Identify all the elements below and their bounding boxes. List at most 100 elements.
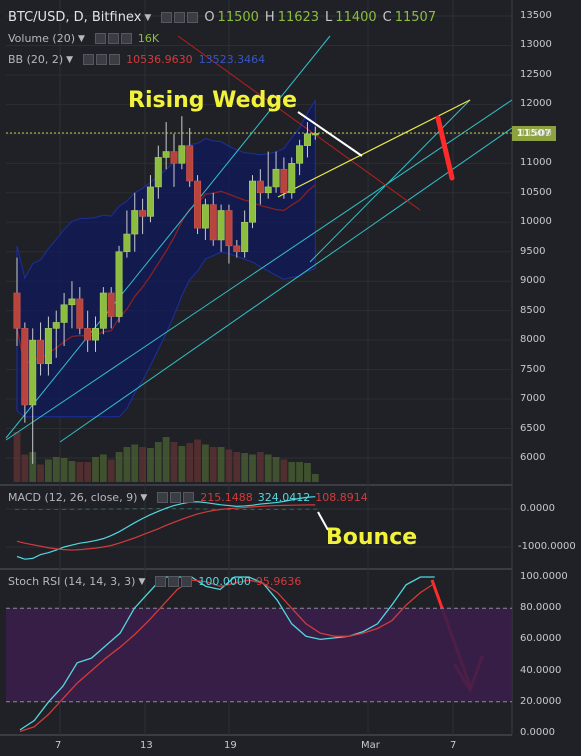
volume-bar (131, 444, 139, 482)
macd-histogram-bar (132, 508, 137, 510)
price-tick-label: 12000 (520, 98, 552, 110)
macd-histogram-bar (109, 508, 114, 510)
macd-histogram-bar (101, 508, 106, 510)
stoch-tick-label: 80.0000 (520, 602, 562, 614)
volume-bar (92, 457, 99, 482)
date-tick-label: 19 (224, 740, 237, 751)
macd-histogram-bar (289, 508, 294, 510)
high-value: 11623 (277, 10, 320, 25)
stoch-legend-buttons[interactable] (155, 576, 193, 587)
bb-legend: BB (20, 2) ▼ 10536.9630 13523.3464 (8, 53, 265, 66)
stoch-tick-label: 0.0000 (520, 727, 555, 738)
candle-body (146, 186, 154, 217)
macd-signal-line (16, 504, 316, 551)
macd-dropdown-icon[interactable]: ▼ (140, 492, 148, 503)
volume-bar (162, 437, 170, 482)
macd-histogram-bar (69, 508, 74, 510)
candle-body (99, 292, 107, 329)
volume-bar (178, 446, 186, 482)
volume-legend: Volume (20) ▼ 16K (8, 32, 159, 45)
volume-bar (52, 457, 60, 482)
macd-legend: MACD (12, 26, close, 9) ▼ 215.1488 324.0… (8, 491, 368, 504)
channel-upper-line (5, 35, 331, 439)
macd-histogram-bar (46, 509, 51, 510)
open-value: 11500 (217, 10, 259, 25)
candle-body (92, 328, 100, 341)
price-tick-label: 8000 (520, 334, 546, 346)
low-value: 11400 (335, 10, 377, 25)
volume-bar (280, 459, 288, 482)
volume-bar (304, 463, 311, 482)
candle-body (280, 168, 288, 194)
volume-bar (311, 474, 319, 482)
macd-histogram-bar (242, 508, 247, 510)
open-label: O (204, 10, 215, 25)
volume-bar (84, 462, 92, 482)
stoch-label: Stoch RSI (14, 14, 3, 3) (8, 575, 136, 588)
volume-dropdown-icon[interactable]: ▼ (78, 33, 85, 44)
close-value: 11507 (394, 10, 437, 25)
bounce-annotation: Bounce (326, 525, 418, 550)
macd-histogram-bar (124, 508, 129, 510)
volume-bar (296, 462, 303, 482)
candle-body (194, 180, 202, 229)
volume-bar (21, 454, 29, 482)
macd-histogram-bar (172, 508, 176, 510)
candle-body (162, 151, 170, 158)
volume-bar (13, 432, 21, 482)
macd-histogram-bar (117, 508, 122, 510)
bb-dropdown-icon[interactable]: ▼ (66, 54, 74, 65)
macd-histogram-bar (30, 509, 35, 510)
symbol-dropdown-icon[interactable]: ▼ (144, 12, 152, 23)
close-label: C (382, 10, 392, 25)
volume-bar (233, 452, 241, 482)
bb-legend-buttons[interactable] (83, 54, 121, 65)
channel-mid-line (5, 99, 513, 441)
volume-bar (68, 461, 76, 482)
candle-body (170, 151, 178, 164)
candle-body (241, 221, 249, 253)
macd-tick-label: -1000.0000 (518, 541, 576, 552)
volume-legend-buttons[interactable] (94, 33, 132, 44)
stoch-tick-label: 20.0000 (520, 695, 562, 707)
volume-bar (264, 454, 272, 482)
candle-body (249, 180, 257, 223)
macd-value-hist: 215.1488 (200, 491, 253, 504)
candle-body (303, 133, 311, 146)
volume-bar (123, 447, 131, 482)
macd-histogram-bar (266, 508, 271, 510)
candle-body (154, 157, 162, 188)
stoch-dropdown-icon[interactable]: ▼ (138, 576, 146, 587)
macd-value-signal: 108.8914 (315, 491, 368, 504)
volume-value: 16K (137, 32, 160, 45)
macd-legend-buttons[interactable] (157, 492, 195, 503)
stoch-legend: Stoch RSI (14, 14, 3, 3) ▼ 100.0000 95.9… (8, 575, 301, 588)
candle-body (44, 328, 52, 365)
volume-bar (115, 452, 123, 482)
macd-histogram-bar (305, 508, 310, 510)
candle-body (311, 133, 319, 136)
macd-histogram-bar (38, 509, 43, 510)
candle-body (52, 322, 60, 329)
candle-body (131, 210, 139, 235)
wedge-pointer-line (297, 111, 363, 157)
candle-body (123, 233, 131, 253)
volume-bar (194, 439, 201, 482)
volume-bar (29, 452, 37, 482)
price-tick-label: 6500 (520, 422, 546, 434)
candle-body (107, 292, 115, 317)
macd-histogram-bar (226, 508, 231, 510)
wedge-lower-line (309, 99, 471, 263)
main-legend-buttons[interactable] (161, 12, 199, 23)
bb-value-upper: 13523.3464 (198, 53, 266, 66)
candle-body (209, 204, 217, 241)
price-tick-label: 7000 (520, 393, 546, 405)
stoch-value-k: 100.0000 (198, 575, 251, 588)
main-legend: BTC/USD, D, Bitfinex ▼ O 11500 H 11623 L 11… (8, 10, 442, 25)
price-tick-label: 9500 (520, 245, 546, 257)
candle-body (217, 210, 225, 241)
volume-bar (60, 458, 68, 482)
volume-bar (45, 459, 52, 482)
